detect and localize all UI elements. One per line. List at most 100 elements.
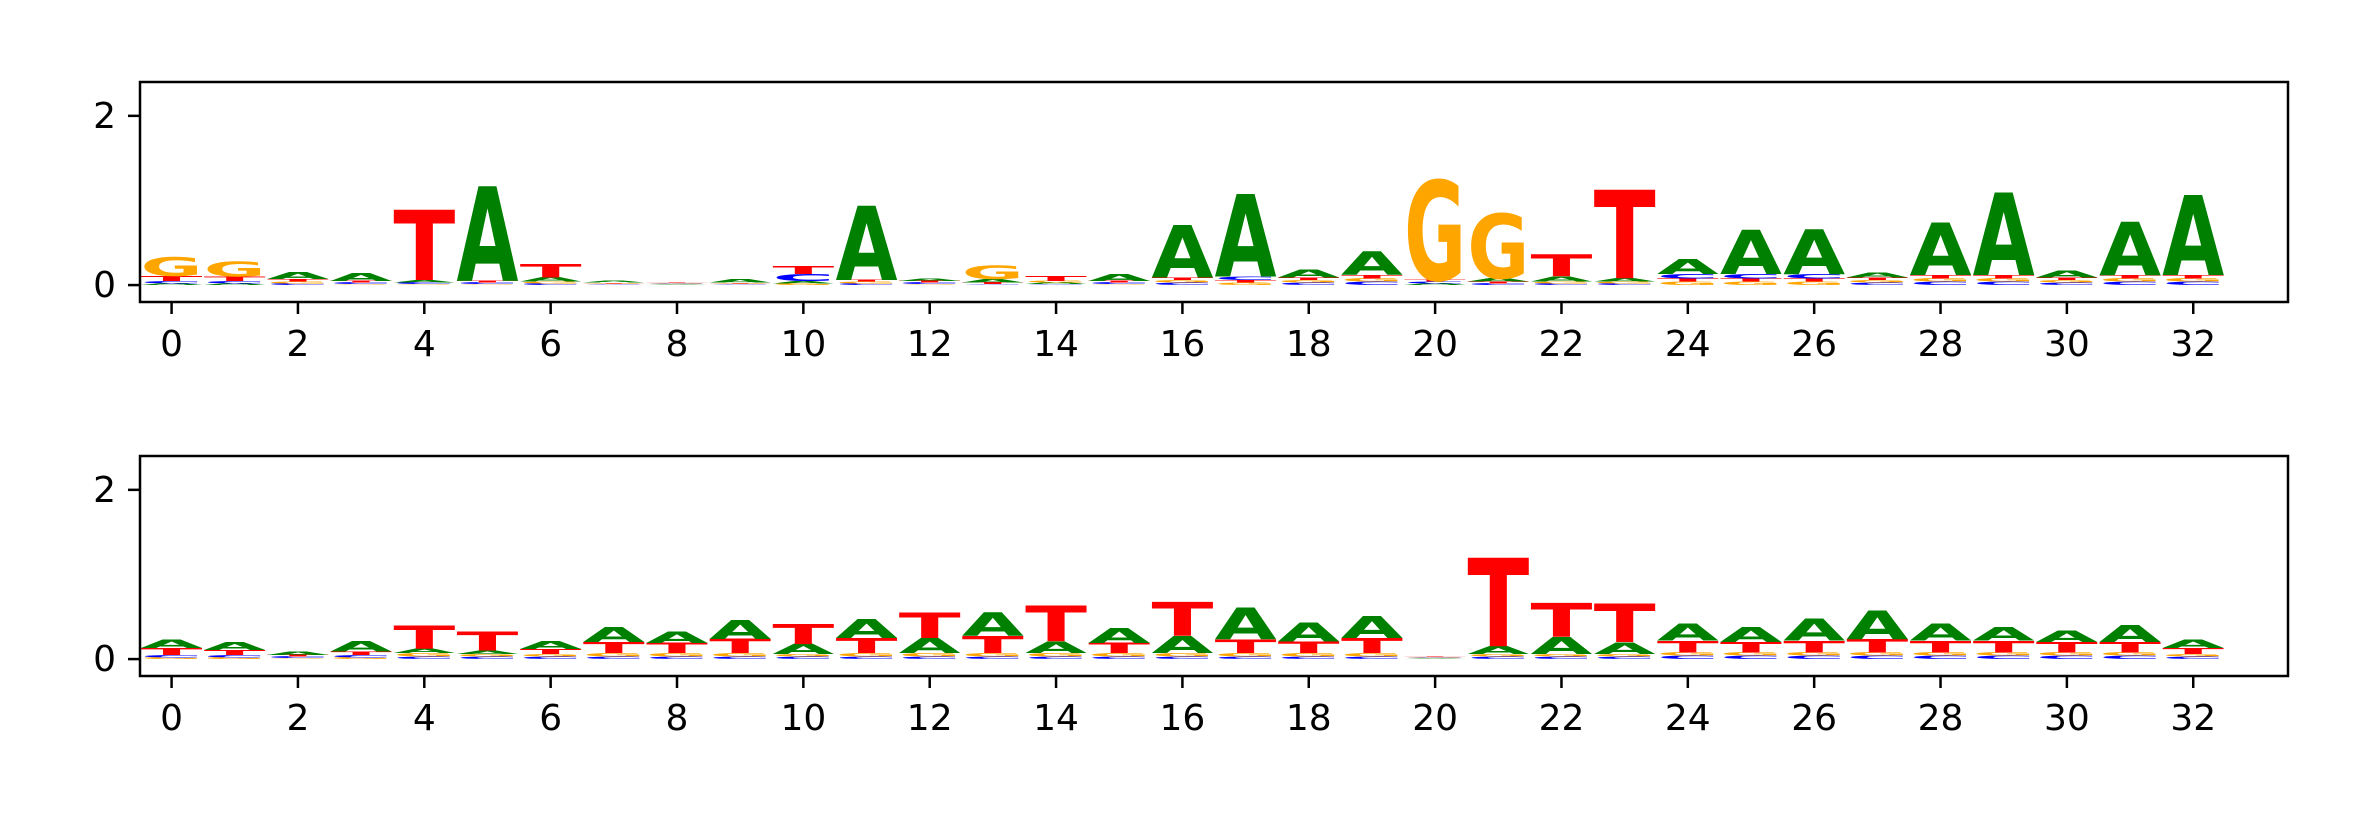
logo-letter-a: A (1973, 623, 2035, 645)
logo-letter-a: A (2162, 638, 2224, 651)
logo-letter-c: C (204, 280, 266, 284)
logo-letter-a: A (457, 162, 519, 313)
logo-letter-g: G (836, 281, 898, 284)
logo-letter-g: G (267, 658, 329, 659)
logo-letter-t: T (1910, 637, 1973, 656)
logo-letter-t: T (267, 654, 329, 657)
logo-letter-t: T (330, 280, 392, 283)
x-tick-label: 4 (413, 324, 436, 365)
logo-letter-c: C (1467, 283, 1529, 286)
logo-letter-g: G (962, 262, 1024, 284)
axes-frame (138, 80, 2290, 304)
logo-letter-g: G (2036, 279, 2098, 283)
x-tick-label: 2 (286, 698, 309, 739)
logo-letter-a: A (899, 278, 961, 282)
logo-letter-g: G (1531, 653, 1593, 657)
logo-letter-t: T (1720, 277, 1782, 282)
x-tick-label: 24 (1665, 324, 1711, 365)
logo-letter-t: T (457, 627, 520, 657)
logo-letter-c: C (899, 656, 961, 660)
logo-letter-a: A (1973, 171, 2035, 303)
logo-letter-t: T (772, 618, 834, 650)
logo-letter-a: A (267, 651, 329, 656)
logo-letter-t: T (141, 274, 203, 282)
y-tick-label: 0 (93, 265, 116, 306)
logo-letter-t: T (520, 260, 582, 282)
logo-letter-a: A (1531, 275, 1593, 283)
logo-letter-g: G (1846, 279, 1908, 283)
x-tick-label: 4 (413, 698, 436, 739)
logo-letter-g: G (457, 653, 519, 657)
logo-letter-t: T (267, 278, 329, 282)
logo-letter-t: T (1973, 274, 2035, 279)
x-tick-label: 0 (160, 698, 183, 739)
logo-letter-g: G (1467, 198, 1529, 300)
logo-letter-g: G (1720, 281, 1782, 286)
logo-letter-g: G (330, 657, 392, 660)
logo-letter-t: T (1783, 637, 1846, 656)
x-tick-label: 12 (907, 698, 953, 739)
logo-letter-g: G (1910, 651, 1972, 656)
logo-letter-t: T (962, 282, 1024, 285)
logo-letter-a: A (1594, 639, 1656, 658)
logo-letter-c: C (1720, 273, 1782, 280)
logo-letter-g: G (583, 283, 645, 284)
logo-letter-t: T (1278, 277, 1340, 281)
logo-letter-t: T (1278, 638, 1341, 657)
logo-letter-c: C (836, 283, 898, 286)
logo-letter-g: G (1404, 656, 1466, 657)
logo-letter-c: C (646, 656, 708, 660)
logo-letter-g: G (1341, 277, 1403, 282)
logo-letter-c: C (1404, 657, 1466, 658)
logo-letter-a: A (1467, 277, 1529, 282)
x-tick-label: 26 (1791, 698, 1837, 739)
y-tick-label: 2 (93, 96, 116, 137)
logo-letter-t: T (1404, 280, 1466, 283)
logo-letter-c: C (1088, 282, 1150, 285)
logo-letter-g: G (1404, 154, 1466, 314)
logo-letter-t: T (646, 281, 708, 282)
x-tick-label: 6 (539, 698, 562, 739)
logo-letter-a: A (962, 278, 1024, 283)
logo-letter-c: C (141, 280, 203, 284)
x-tick-label: 32 (2170, 698, 2216, 739)
logo-letter-a: A (330, 271, 392, 283)
logo-letter-a: A (2099, 621, 2161, 648)
logo-letter-a: A (1025, 638, 1087, 657)
logo-letter-a: A (2162, 173, 2224, 301)
logo-letter-a: A (1846, 602, 1908, 648)
logo-letter-c: C (1720, 655, 1782, 660)
logo-letter-a: A (204, 640, 266, 652)
logo-letter-g: G (393, 652, 455, 657)
logo-letter-t: T (2036, 640, 2098, 656)
logo-letter-a: A (1215, 599, 1277, 650)
logo-letter-a: A (1467, 644, 1529, 656)
logo-letter-c: C (2036, 282, 2098, 286)
logo-letter-g: G (141, 657, 203, 660)
logo-letter-g: G (1151, 279, 1213, 283)
logo-letter-g: G (1657, 281, 1719, 286)
logo-letter-c: C (1657, 655, 1719, 660)
logo-letter-t: T (2162, 274, 2224, 279)
